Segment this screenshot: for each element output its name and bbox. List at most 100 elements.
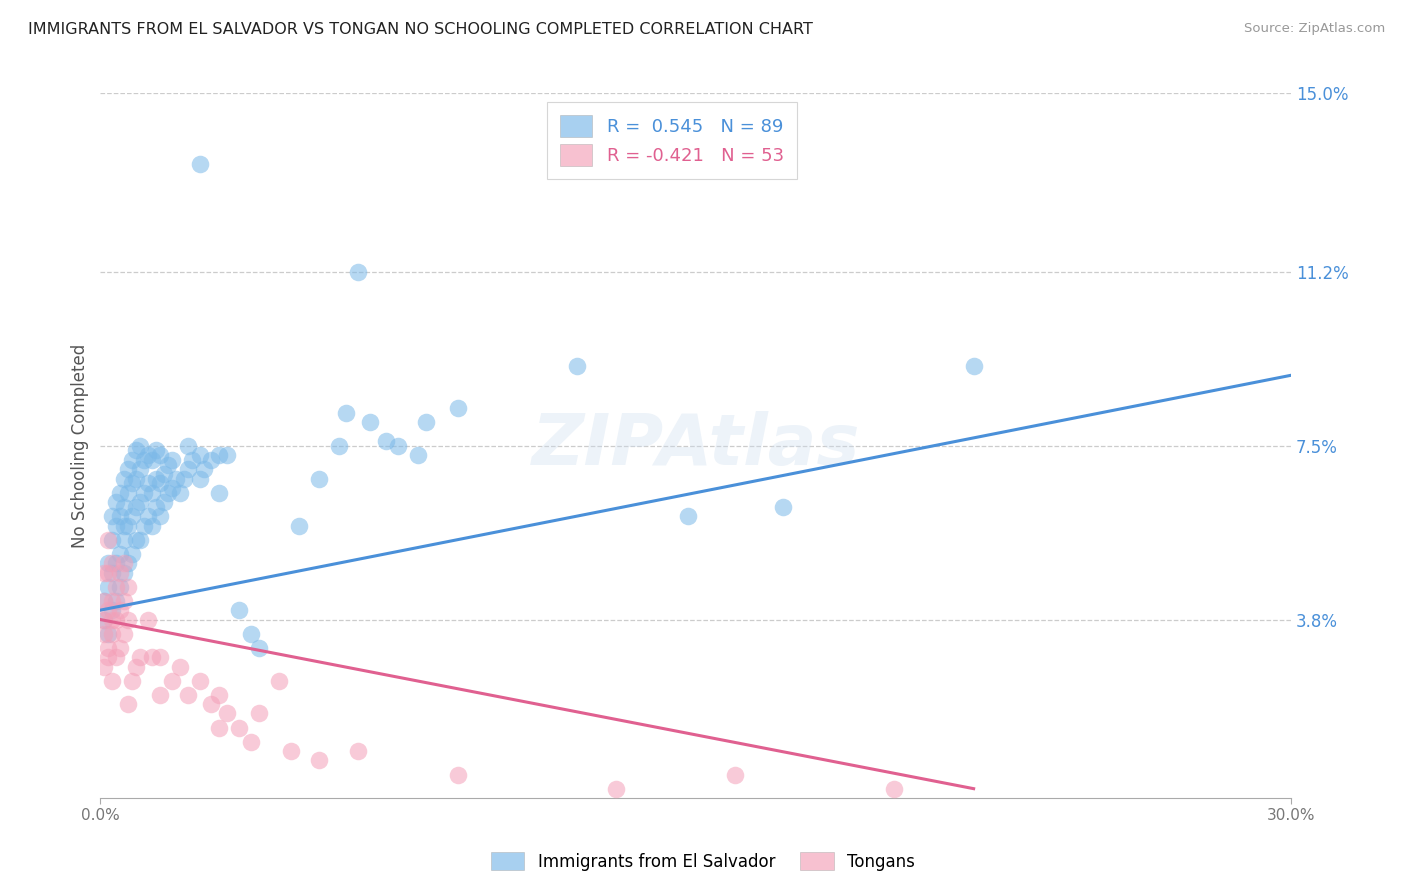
Point bbox=[165, 472, 187, 486]
Point bbox=[97, 580, 120, 594]
Point bbox=[101, 566, 124, 580]
Point bbox=[149, 509, 172, 524]
Legend: Immigrants from El Salvador, Tongans: Immigrants from El Salvador, Tongans bbox=[482, 844, 924, 880]
Point bbox=[149, 448, 172, 462]
Point bbox=[156, 485, 179, 500]
Point bbox=[112, 533, 135, 547]
Point bbox=[97, 556, 120, 570]
Point bbox=[145, 500, 167, 514]
Point bbox=[149, 476, 172, 491]
Point bbox=[101, 613, 124, 627]
Point bbox=[217, 448, 239, 462]
Point bbox=[108, 566, 131, 580]
Point bbox=[446, 401, 468, 416]
Point bbox=[125, 500, 148, 514]
Point bbox=[101, 673, 124, 688]
Point bbox=[132, 485, 155, 500]
Point bbox=[125, 443, 148, 458]
Point bbox=[883, 781, 905, 796]
Point bbox=[93, 613, 115, 627]
Point bbox=[415, 415, 437, 429]
Point bbox=[112, 500, 135, 514]
Point bbox=[101, 509, 124, 524]
Point bbox=[105, 518, 128, 533]
Point bbox=[149, 650, 172, 665]
Point bbox=[446, 767, 468, 781]
Point bbox=[200, 697, 222, 711]
Point bbox=[288, 518, 311, 533]
Point bbox=[117, 697, 139, 711]
Point bbox=[335, 406, 357, 420]
Point bbox=[105, 650, 128, 665]
Point bbox=[375, 434, 398, 448]
Text: IMMIGRANTS FROM EL SALVADOR VS TONGAN NO SCHOOLING COMPLETED CORRELATION CHART: IMMIGRANTS FROM EL SALVADOR VS TONGAN NO… bbox=[28, 22, 813, 37]
Point bbox=[308, 472, 330, 486]
Point bbox=[173, 472, 195, 486]
Point bbox=[200, 452, 222, 467]
Point bbox=[105, 495, 128, 509]
Point bbox=[328, 439, 350, 453]
Point bbox=[180, 452, 202, 467]
Point bbox=[188, 472, 211, 486]
Point bbox=[129, 495, 152, 509]
Point bbox=[347, 265, 370, 279]
Y-axis label: No Schooling Completed: No Schooling Completed bbox=[72, 343, 89, 548]
Point bbox=[105, 580, 128, 594]
Point bbox=[724, 767, 747, 781]
Point bbox=[247, 706, 270, 721]
Point bbox=[176, 462, 198, 476]
Point bbox=[141, 518, 163, 533]
Point bbox=[121, 547, 143, 561]
Point bbox=[176, 688, 198, 702]
Point bbox=[193, 462, 215, 476]
Point bbox=[169, 485, 191, 500]
Point bbox=[141, 650, 163, 665]
Point bbox=[125, 533, 148, 547]
Point bbox=[129, 650, 152, 665]
Point bbox=[169, 659, 191, 673]
Point bbox=[101, 593, 124, 607]
Point bbox=[97, 533, 120, 547]
Point bbox=[267, 673, 290, 688]
Text: ZIPAtlas: ZIPAtlas bbox=[531, 411, 860, 480]
Point bbox=[97, 640, 120, 655]
Point bbox=[308, 754, 330, 768]
Point bbox=[108, 640, 131, 655]
Point bbox=[188, 448, 211, 462]
Point bbox=[101, 626, 124, 640]
Point bbox=[217, 706, 239, 721]
Point bbox=[132, 518, 155, 533]
Point bbox=[93, 593, 115, 607]
Point bbox=[93, 626, 115, 640]
Point bbox=[208, 485, 231, 500]
Point bbox=[112, 626, 135, 640]
Point bbox=[141, 485, 163, 500]
Point bbox=[208, 448, 231, 462]
Point bbox=[93, 593, 115, 607]
Point bbox=[108, 509, 131, 524]
Point bbox=[153, 495, 176, 509]
Point bbox=[93, 613, 115, 627]
Point bbox=[117, 613, 139, 627]
Point bbox=[112, 593, 135, 607]
Point bbox=[129, 439, 152, 453]
Point bbox=[208, 721, 231, 735]
Point bbox=[280, 744, 302, 758]
Point bbox=[176, 439, 198, 453]
Point bbox=[129, 533, 152, 547]
Point bbox=[112, 518, 135, 533]
Point bbox=[160, 452, 183, 467]
Point bbox=[121, 673, 143, 688]
Point bbox=[156, 458, 179, 472]
Point bbox=[247, 640, 270, 655]
Point bbox=[93, 566, 115, 580]
Point bbox=[101, 533, 124, 547]
Point bbox=[149, 688, 172, 702]
Point bbox=[121, 452, 143, 467]
Point bbox=[105, 593, 128, 607]
Point bbox=[105, 556, 128, 570]
Point bbox=[160, 481, 183, 495]
Point bbox=[112, 556, 135, 570]
Point bbox=[228, 603, 250, 617]
Point bbox=[97, 603, 120, 617]
